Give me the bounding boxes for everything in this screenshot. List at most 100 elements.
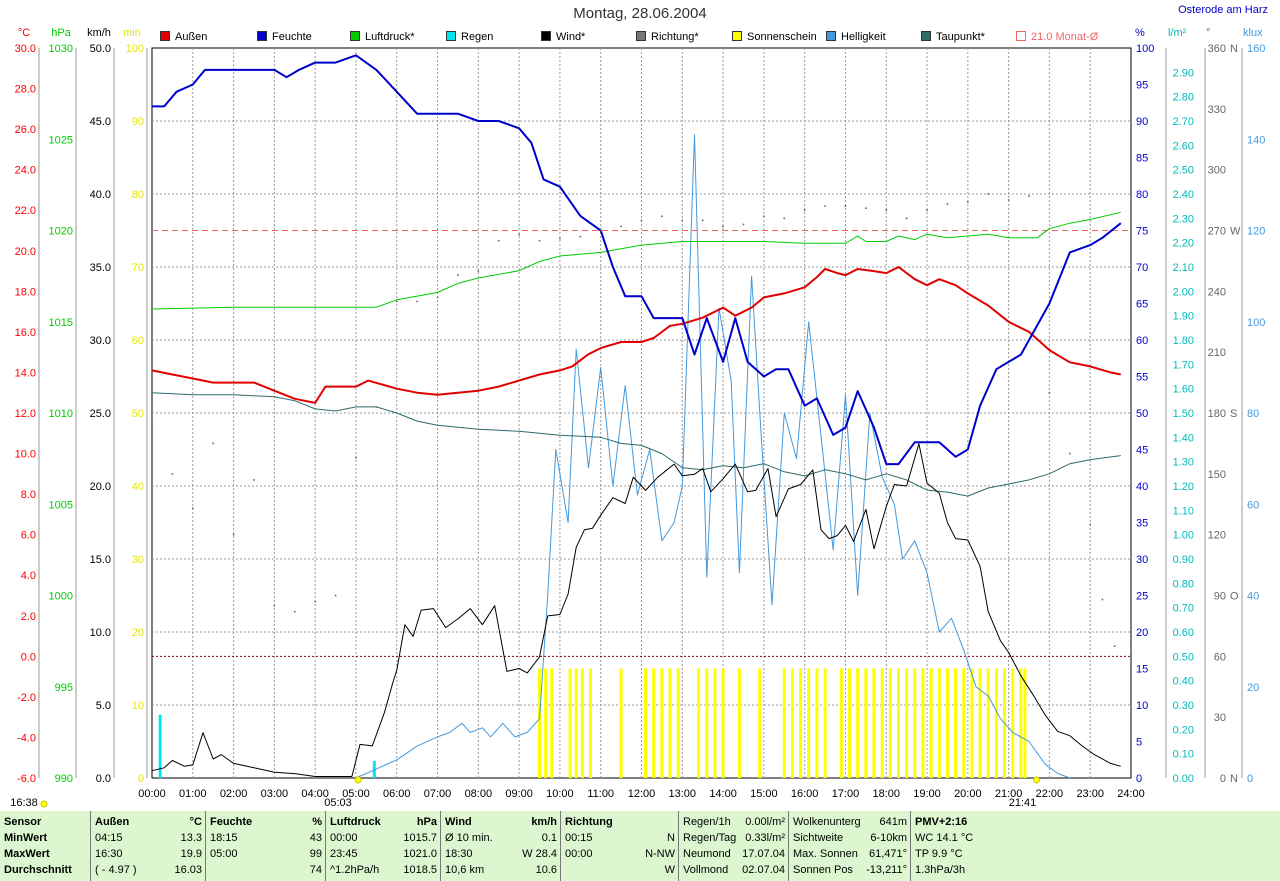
legend-label: Taupunkt* [936, 31, 985, 43]
axis-tick-label-klux: 20 [1247, 682, 1259, 694]
axis-tick-label-time: 15:00 [750, 788, 778, 800]
direction-point [763, 215, 765, 218]
axis-tick-label-temp: 14.0 [15, 367, 36, 379]
direction-point [1028, 195, 1030, 197]
axis-tick-label-klux: 160 [1247, 43, 1265, 55]
axis-tick-label-time: 10:00 [546, 788, 574, 800]
axis-tick-label-temp: 12.0 [15, 408, 36, 420]
axis-tick-label-pct: 20 [1136, 627, 1148, 639]
axis-tick-label-pct: 35 [1136, 518, 1148, 530]
sunshine-bar [823, 668, 827, 778]
sunshine-bar [721, 668, 725, 778]
stats-aussen-max-time: 16:30 [95, 848, 123, 860]
axis-tick-label-lm2: 2.30 [1173, 213, 1194, 225]
axis-tick-label-lm2: 2.60 [1173, 140, 1194, 152]
axis-tick-label-deg: 60 [1214, 651, 1226, 663]
legend-swatch [636, 31, 646, 41]
direction-point [538, 239, 541, 242]
stats-neumond-label: Neumond [683, 848, 731, 860]
legend-label: Wind* [556, 31, 586, 43]
axis-header-klux: klux [1243, 27, 1263, 39]
sunshine-bar [921, 668, 925, 778]
legend-label: Außen [175, 31, 208, 43]
axis-tick-label-temp: 16.0 [15, 327, 36, 339]
legend-label: 21.0 Monat-Ø [1031, 31, 1099, 43]
axis-tick-label-lm2: 0.00 [1173, 773, 1194, 785]
axis-tick-label-temp: -4.0 [17, 732, 36, 744]
axis-tick-label-kmh: 5.0 [96, 700, 111, 712]
direction-point [701, 219, 704, 222]
axis-tick-label-time: 21:00 [995, 788, 1023, 800]
axis-tick-label-pct: 45 [1136, 445, 1148, 457]
sunshine-bar [880, 668, 884, 778]
sunshine-bar [799, 668, 803, 778]
axis-tick-label-temp: 10.0 [15, 449, 36, 461]
axis-tick-label-kmh: 20.0 [90, 481, 111, 493]
axis-tick-label-time: 22:00 [1036, 788, 1064, 800]
axis-tick-label-lm2: 1.70 [1173, 359, 1194, 371]
axis-tick-label-pct: 55 [1136, 372, 1148, 384]
axis-tick-label-pct: 100 [1136, 43, 1154, 55]
direction-point [824, 205, 826, 207]
direction-point [742, 223, 745, 226]
stats-maxsonne-value: 61,471° [868, 848, 907, 860]
axis-tick-label-deg: 180 [1208, 408, 1226, 420]
stats-feuchte-avg-value: 74 [309, 864, 322, 876]
direction-point [1101, 598, 1104, 601]
sunshine-bar [937, 668, 941, 778]
direction-point [314, 600, 316, 603]
stats-sonnenpos-value: -13,211° [866, 864, 907, 876]
axis-tick-label-lm2: 0.20 [1173, 724, 1194, 736]
sunshine-bar [872, 668, 876, 778]
direction-point [232, 533, 235, 536]
axis-tick-label-min: 60 [132, 335, 144, 347]
axis-tick-label-hpa: 1030 [49, 43, 73, 55]
axis-header-hpa: hPa [51, 27, 71, 39]
legend-label: Regen [461, 31, 494, 43]
axis-tick-label-lm2: 2.40 [1173, 189, 1194, 201]
stats-aussen-min-value: 13.3 [180, 832, 202, 844]
legend-label: Sonnenschein [747, 31, 817, 43]
direction-point [579, 235, 582, 238]
direction-point [355, 456, 357, 459]
axis-tick-label-lm2: 1.80 [1173, 335, 1194, 347]
sunshine-bar [864, 668, 868, 778]
sunshine-bar [807, 668, 811, 778]
sunshine-bar [619, 668, 623, 778]
stats-col-aussen: Außen °C 04:15 13.3 16:30 19.9 ( - 4.97 ) 16… [90, 811, 206, 881]
axis-tick-label-min: 40 [132, 481, 144, 493]
axis-tick-label-lm2: 0.60 [1173, 627, 1194, 639]
axis-tick-label-temp: 24.0 [15, 165, 36, 177]
axis-tick-label-hpa: 1025 [49, 134, 73, 146]
legend-item: Helligkeit [826, 31, 886, 43]
axis-tick-label-time: 12:00 [628, 788, 656, 800]
stats-sensor-head: Sensor [4, 816, 42, 828]
direction-point [844, 205, 847, 207]
axis-tick-label-pct: 0 [1136, 773, 1142, 785]
direction-point [905, 217, 908, 220]
stats-regen-tag-label: Regen/Tag [683, 832, 737, 844]
axis-tick-label-klux: 100 [1247, 317, 1265, 329]
axis-header-lm2: l/m² [1168, 27, 1187, 39]
legend-swatch [257, 31, 267, 41]
weather-chart: 30.0 28.0 26.0 24.0 22.0 20.0 18.0 16.0 14.0 12.0… [10, 27, 1265, 809]
stats-feuchte-max-value: 99 [309, 848, 322, 860]
direction-point [926, 209, 928, 212]
stats-feuchte-head: Feuchte [210, 816, 253, 828]
stats-wolken-label: Wolkenunterg [793, 816, 861, 828]
direction-point [151, 416, 153, 418]
stats-col-luftdruck: Luftdruck hPa 00:00 1015.7 23:45 1021.0 ^1.… [325, 811, 441, 881]
sunshine-bar [652, 668, 656, 778]
sunshine-bar [568, 668, 572, 778]
stats-aussen-avg-note: ( - 4.97 ) [95, 864, 137, 876]
axis-tick-label-kmh: 0.0 [96, 773, 111, 785]
axis-tick-label-pct: 90 [1136, 116, 1148, 128]
direction-point [497, 239, 500, 242]
axis-tick-label-temp: 8.0 [21, 489, 36, 501]
legend-item: Luftdruck* [350, 31, 415, 43]
axis-tick-label-time: 05:00 [342, 788, 370, 800]
axis-tick-label-time: 13:00 [669, 788, 697, 800]
stats-richtung-max-time: 00:00 [565, 848, 593, 860]
axis-tick-label-temp: 18.0 [15, 286, 36, 298]
axis-header-pct: % [1135, 27, 1145, 39]
